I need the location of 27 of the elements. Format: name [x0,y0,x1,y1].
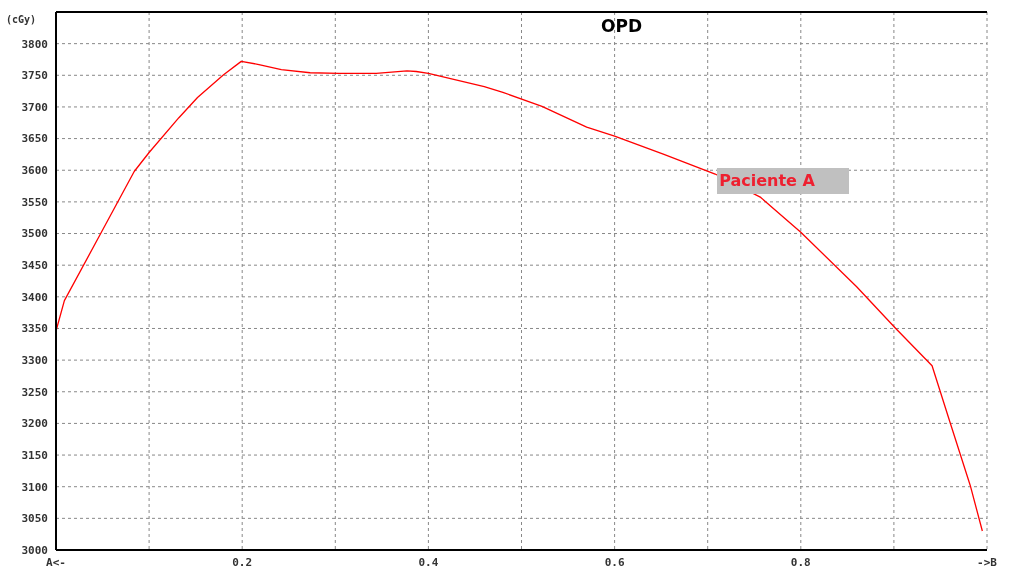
chart-title: OPD [600,16,643,36]
y-tick-label: 3550 [21,195,48,209]
x-tick-label: 0.6 [604,555,625,569]
y-tick-label: 3700 [21,100,48,114]
y-tick-label: 3200 [21,417,48,431]
y-tick-label: 3400 [21,290,48,304]
y-tick-label: 3750 [21,69,48,83]
x-tick-label: A<- [46,555,66,569]
series-label: Paciente A [717,168,850,195]
y-tick-label: 3250 [21,385,48,399]
y-tick-label: 3000 [21,543,48,557]
y-tick-label: 3150 [21,448,48,462]
y-tick-label: 3450 [21,259,48,273]
y-tick-label: 3500 [21,227,48,241]
y-tick-label: 3800 [21,37,48,51]
y-tick-label: 3350 [21,322,48,336]
line-series [56,60,983,532]
x-tick-label: 0.2 [232,555,253,569]
y-axis-title: (cGy) [6,14,37,25]
x-tick-label: 0.4 [418,555,439,569]
y-tick-label: 3050 [21,512,48,526]
x-tick-label: 0.8 [790,555,811,569]
y-tick-label: 3650 [21,132,48,146]
y-tick-label: 3600 [21,164,48,178]
x-tick-label: ->B [977,555,998,569]
y-tick-label: 3100 [21,480,48,494]
y-tick-label: 3300 [21,354,48,368]
